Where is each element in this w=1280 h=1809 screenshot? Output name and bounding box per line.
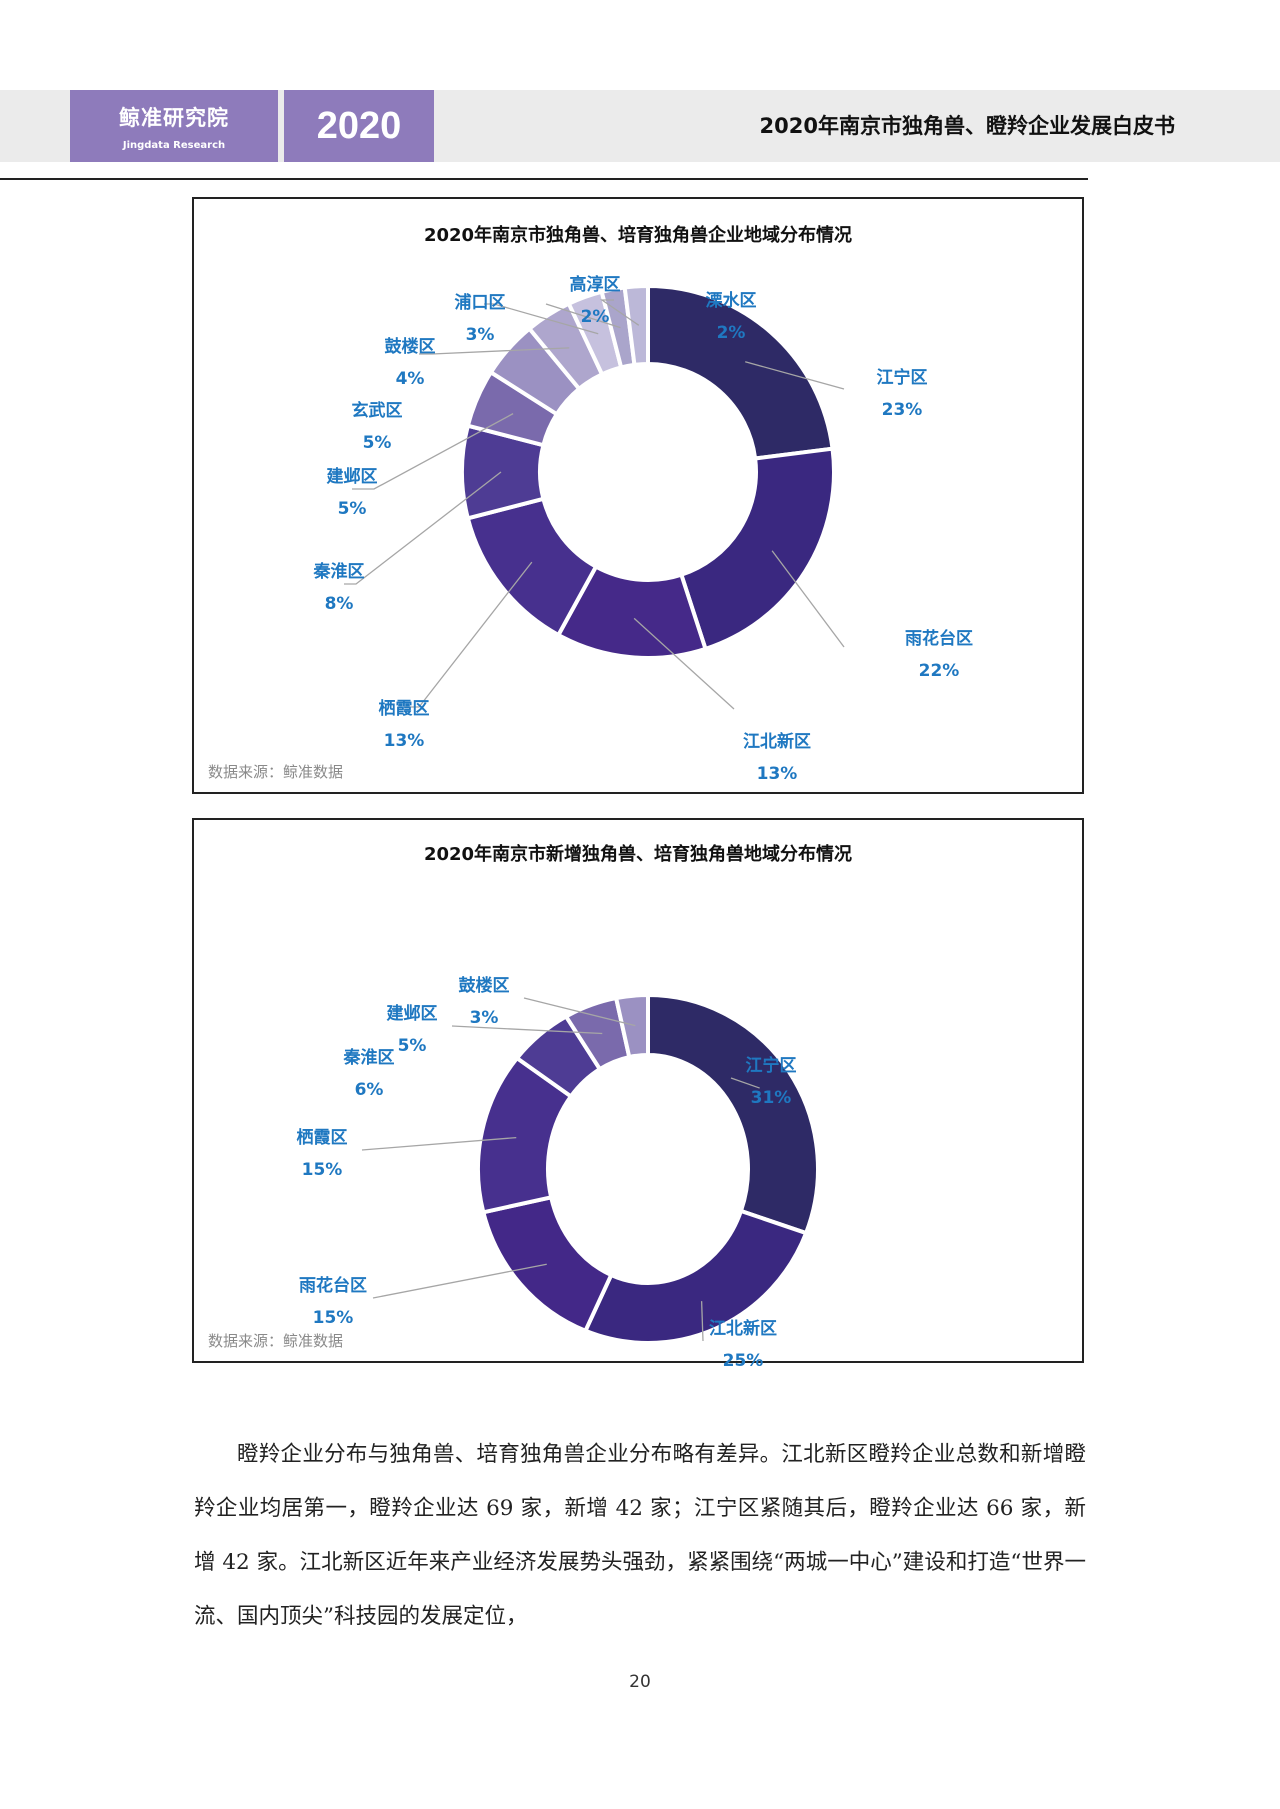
leader-line [404,561,533,708]
slice-label: 雨花台区 22% [905,623,973,687]
slice-label: 雨花台区 15% [299,1270,367,1334]
slice-label-value: 5% [397,1036,427,1056]
chart-title: 2020年南京市独角兽、培育独角兽企业地域分布情况 [423,225,853,246]
slice-label: 江北新区 25% [709,1313,777,1377]
slice-label: 江宁区 23% [877,362,928,426]
slice-label-value: 4% [395,369,425,389]
slice-label-value: 23% [881,400,923,420]
leader-line [730,1077,760,1089]
slice-label-name: 雨花台区 [905,629,973,649]
leader-line [523,997,636,1027]
leader-line [451,1025,603,1035]
slice-label-value: 5% [337,499,367,519]
chart-title: 2020年南京市新增独角兽、培育独角兽地域分布情况 [423,844,853,865]
donut-slice [613,992,650,1060]
body-text: 瞪羚企业分布与独角兽、培育独角兽企业分布略有差异。江北新区瞪羚企业总数和新增瞪羚… [194,1428,1086,1644]
donut-chart-new-plot [361,992,820,1345]
slice-label-name: 玄武区 [351,401,403,421]
donut-slice [646,283,835,461]
logo: 鲸准研究院 Jingdata Research [70,90,278,162]
slice-label-name: 栖霞区 [296,1128,348,1148]
leader-line [599,299,640,326]
leader-line [361,1136,517,1151]
leader-line [372,1263,547,1299]
leader-line [700,1301,704,1342]
header-divider [0,178,1088,180]
leader-line [352,413,514,490]
donut-slice [622,283,650,368]
leader-line [633,617,735,710]
data-source: 数据来源：鲸准数据 [208,763,344,781]
slice-label-name: 建邺区 [326,467,378,487]
slice-label-value: 15% [312,1308,354,1328]
slice-label: 栖霞区 13% [379,693,430,757]
slice-label: 江宁区 31% [746,1050,797,1114]
slice-label-value: 13% [383,731,425,751]
slice-label: 鼓楼区 3% [459,970,510,1034]
year-badge: 2020 [284,90,434,162]
slice-label-name: 浦口区 [454,293,506,313]
donut-slice [480,1194,614,1334]
slice-label: 秦淮区 8% [314,556,365,620]
slice-label: 溧水区 2% [706,285,757,349]
slice-label-value: 31% [750,1088,792,1108]
donut-chart-total: 2020年南京市独角兽、培育独角兽企业地域分布情况 江宁区 23% 雨花台区 22% 江… [192,197,1084,794]
slice-label: 建邺区 5% [387,998,438,1062]
slice-label-name: 栖霞区 [378,699,430,719]
slice-label-name: 建邺区 [386,1004,438,1024]
slice-label-value: 13% [756,764,798,784]
slice-label: 玄武区 5% [352,395,403,459]
slice-label-value: 5% [362,433,392,453]
page-number: 20 [629,1672,651,1692]
slice-label-name: 鼓楼区 [384,337,436,357]
leader-line [419,347,570,355]
logo-en-text: Jingdata Research [122,140,226,151]
slice-label-value: 3% [469,1008,499,1028]
leader-line [745,361,845,390]
slice-label-name: 高淳区 [569,275,621,295]
leader-line [545,303,621,329]
leader-line [484,303,599,335]
slice-label-value: 6% [354,1080,384,1100]
slice-label-name: 雨花台区 [299,1276,367,1296]
slice-label-value: 2% [580,307,610,327]
slice-label: 秦淮区 6% [344,1042,395,1106]
slice-label: 浦口区 3% [455,287,506,351]
donut-slice [678,446,836,652]
slice-label: 鼓楼区 4% [385,331,436,395]
slice-label: 建邺区 5% [327,461,378,525]
logo-cn-text: 鲸准研究院 [119,106,229,130]
slice-label-name: 江宁区 [745,1056,797,1076]
data-source: 数据来源：鲸准数据 [208,1332,344,1350]
slice-label-name: 江宁区 [876,368,928,388]
slice-label-value: 22% [918,661,960,681]
slice-label-value: 2% [716,323,746,343]
body-paragraph: 瞪羚企业分布与独角兽、培育独角兽企业分布略有差异。江北新区瞪羚企业总数和新增瞪羚… [194,1442,1086,1629]
leader-line [344,471,502,585]
slice-label-name: 溧水区 [705,291,757,311]
document-title: 2020年南京市独角兽、瞪羚企业发展白皮书 [759,114,1175,138]
slice-label-name: 江北新区 [709,1319,777,1339]
donut-chart-new: 2020年南京市新增独角兽、培育独角兽地域分布情况 江宁区 31% 江北新区 25% 雨… [192,818,1084,1371]
slice-label: 高淳区 2% [570,269,621,333]
slice-label-value: 3% [465,325,495,345]
slice-label: 江北新区 13% [743,726,811,790]
leader-line [771,550,845,648]
donut-chart-total-plot [344,283,845,710]
slice-label-value: 15% [301,1160,343,1180]
slice-label-value: 25% [722,1351,764,1371]
slice-label-name: 秦淮区 [313,562,365,582]
slice-label: 栖霞区 15% [297,1122,348,1186]
donut-slice [646,992,820,1236]
slice-label-value: 8% [324,594,354,614]
slice-label-name: 江北新区 [743,732,811,752]
slice-label-name: 鼓楼区 [458,976,510,996]
slice-label-name: 秦淮区 [343,1048,395,1068]
